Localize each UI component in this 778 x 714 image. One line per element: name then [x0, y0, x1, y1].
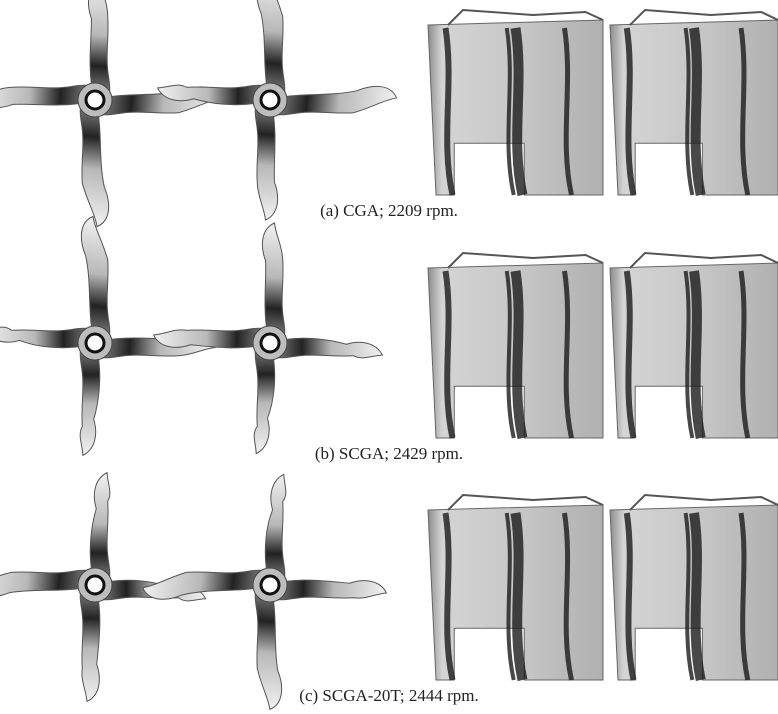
- impeller-arm: [48, 472, 164, 588]
- side-view: [428, 253, 603, 438]
- side-shade: [516, 28, 523, 195]
- side-shade: [694, 513, 701, 680]
- hub-hole: [261, 576, 279, 594]
- caption: (b) SCGA; 2429 rpm.: [315, 444, 463, 463]
- side-view: [610, 495, 778, 680]
- hub-hole: [261, 91, 279, 109]
- hub-hole: [261, 334, 279, 352]
- figure: (a) CGA; 2209 rpm. (b) SCGA; 2429 rpm. (…: [0, 0, 778, 714]
- impeller-arm: [26, 340, 142, 456]
- side-shade: [516, 271, 523, 438]
- renderings: [0, 0, 778, 710]
- side-shade: [516, 513, 523, 680]
- impeller: [153, 222, 383, 454]
- impeller-arm: [157, 31, 273, 147]
- caption: (a) CGA; 2209 rpm.: [320, 201, 458, 220]
- impeller-arm: [92, 540, 206, 654]
- side-shade: [694, 271, 701, 438]
- impeller: [0, 0, 222, 228]
- impeller-arm: [153, 274, 273, 394]
- side-view: [610, 10, 778, 195]
- impeller-arm: [267, 296, 383, 412]
- side-shade: [694, 28, 701, 195]
- caption: (c) SCGA-20T; 2444 rpm.: [299, 686, 478, 705]
- side-view: [428, 495, 603, 680]
- impeller-arm: [267, 534, 387, 654]
- hub-hole: [86, 91, 104, 109]
- impeller-arm: [225, 474, 339, 588]
- impeller-arm: [201, 340, 315, 454]
- hub-hole: [86, 576, 104, 594]
- side-view: [610, 253, 778, 438]
- impeller: [142, 474, 388, 711]
- side-view: [428, 10, 603, 195]
- impeller: [157, 0, 398, 221]
- impeller-arm: [26, 582, 146, 702]
- hub-hole: [86, 334, 104, 352]
